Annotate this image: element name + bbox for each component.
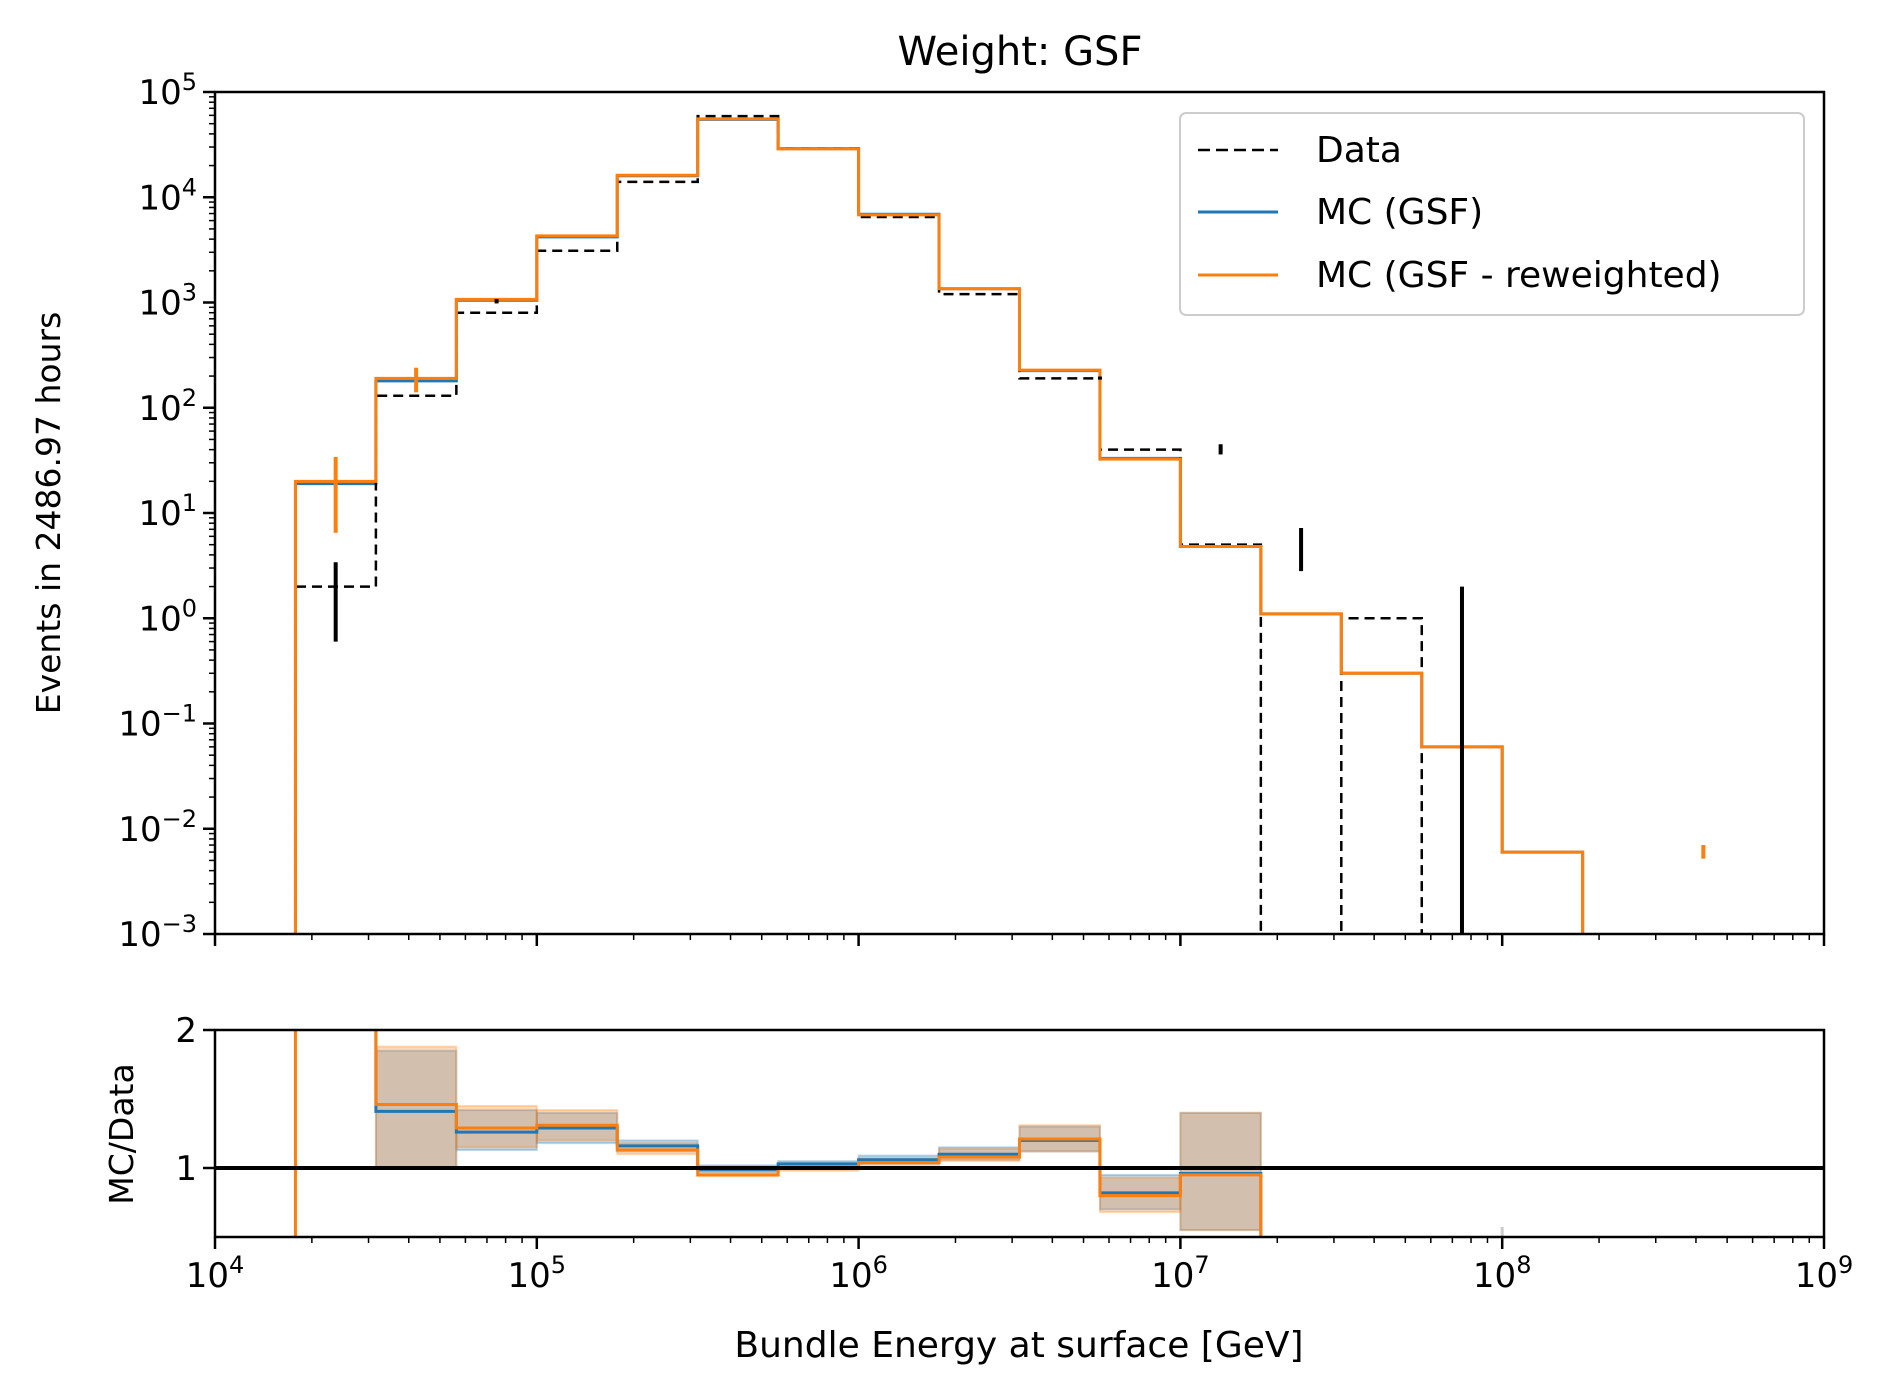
main-y-ticks: 10−3 10−2 10−1 100 101 102 103 104 105 [118, 68, 215, 955]
chart-title: Weight: GSF [898, 29, 1143, 75]
main-y-axis-label: Events in 2486.97 hours [29, 312, 68, 715]
main-y-tick-label: 101 [138, 489, 197, 534]
main-y-tick-label: 10−1 [118, 700, 197, 745]
x-tick-label: 109 [1795, 1251, 1854, 1296]
ratio-axes-frame [213, 1028, 1826, 1239]
ratio-uncertainty-band [1179, 1111, 1262, 1232]
x-tick-label: 105 [508, 1251, 567, 1296]
x-tick-label: 104 [186, 1251, 245, 1296]
ratio-uncertainty-band [1179, 1111, 1262, 1232]
ratio-uncertainty-band [455, 1109, 538, 1152]
mc-reweighted-histogram [293, 117, 1585, 934]
main-axes: 10−3 10−2 10−1 100 101 102 103 104 105 [118, 68, 1826, 955]
ratio-y-tick-label: 1 [175, 1149, 197, 1189]
main-x-ticks [213, 934, 1826, 946]
ratio-plot-area [215, 1030, 1824, 1237]
ratio-y-axis-label: MC/Data [102, 1063, 141, 1204]
main-y-tick-label: 103 [138, 279, 197, 324]
ratio-mc-gsf-line [374, 1030, 1263, 1237]
legend-mc-gsf-label: MC (GSF) [1316, 192, 1483, 233]
x-axis-label: Bundle Energy at surface [GeV] [734, 1325, 1303, 1366]
main-y-tick-label: 10−3 [118, 910, 197, 955]
legend-mc-reweighted-label: MC (GSF - reweighted) [1316, 255, 1722, 296]
main-y-tick-label: 104 [138, 173, 197, 218]
legend: Data MC (GSF) MC (GSF - reweighted) [1179, 112, 1805, 316]
main-y-tick-label: 102 [138, 384, 197, 429]
legend-frame [1179, 112, 1805, 316]
ratio-x-ticks: 104 105 106 107 108 109 [186, 1237, 1854, 1296]
ratio-y-ticks: 12 [175, 1011, 215, 1189]
main-y-tick-label: 105 [138, 68, 197, 113]
x-tick-label: 108 [1473, 1251, 1532, 1296]
main-y-tick-label: 100 [138, 594, 197, 639]
main-plot-area [293, 114, 1706, 934]
ratio-axes: 12 104 105 106 107 108 109 [175, 1011, 1853, 1296]
ratio-uncertainty-band [374, 1045, 458, 1170]
ratio-y-tick-label: 2 [175, 1011, 197, 1051]
legend-data-label: Data [1316, 130, 1402, 171]
x-tick-label: 106 [829, 1251, 888, 1296]
x-tick-label: 107 [1151, 1251, 1210, 1296]
main-y-tick-label: 10−2 [118, 805, 197, 850]
